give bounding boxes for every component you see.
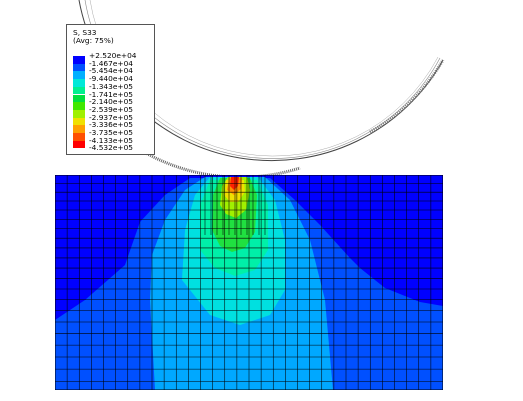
- legend-tick-label: -3.336e+05: [89, 120, 133, 130]
- legend-tick-label: -4.532e+05: [89, 143, 133, 153]
- legend-swatch: [73, 109, 85, 118]
- legend-tick-label: -1.467e+04: [89, 58, 133, 68]
- legend-swatch: [73, 56, 85, 64]
- legend-swatch: [73, 133, 85, 141]
- legend-tick-label: -5.454e+04: [89, 66, 133, 76]
- legend-tick-label: -3.735e+05: [89, 128, 133, 137]
- legend-swatch: [73, 102, 85, 110]
- legend-tick-label: -1.343e+05: [89, 81, 133, 91]
- legend-tick-label: -9.440e+04: [89, 74, 133, 84]
- legend-swatch: [73, 86, 85, 95]
- legend-swatch: [73, 63, 85, 72]
- legend-swatch: [73, 140, 85, 149]
- legend-swatch: [73, 117, 85, 126]
- legend-tick-label: -2.937e+05: [89, 112, 133, 122]
- legend-tick-label: -4.133e+05: [89, 135, 133, 145]
- legend-swatch: [73, 125, 85, 133]
- legend-tick-label: -1.741e+05: [89, 89, 133, 99]
- legend-tick-label: -2.140e+05: [89, 97, 133, 107]
- legend-swatch: [73, 94, 85, 103]
- legend-subtitle: (Avg: 75%): [73, 36, 114, 45]
- legend: S, S33 (Avg: 75%) +2.520e+04 -1.467e+04 -5…: [66, 24, 155, 155]
- mesh-grid: [55, 175, 443, 390]
- contour-block: [55, 175, 443, 390]
- legend-tick-label: -2.539e+05: [89, 104, 133, 114]
- legend-title: S, S33: [73, 28, 97, 37]
- legend-tick-label: +2.520e+04: [89, 51, 137, 60]
- legend-swatch: [73, 79, 85, 87]
- legend-swatch: [73, 71, 85, 80]
